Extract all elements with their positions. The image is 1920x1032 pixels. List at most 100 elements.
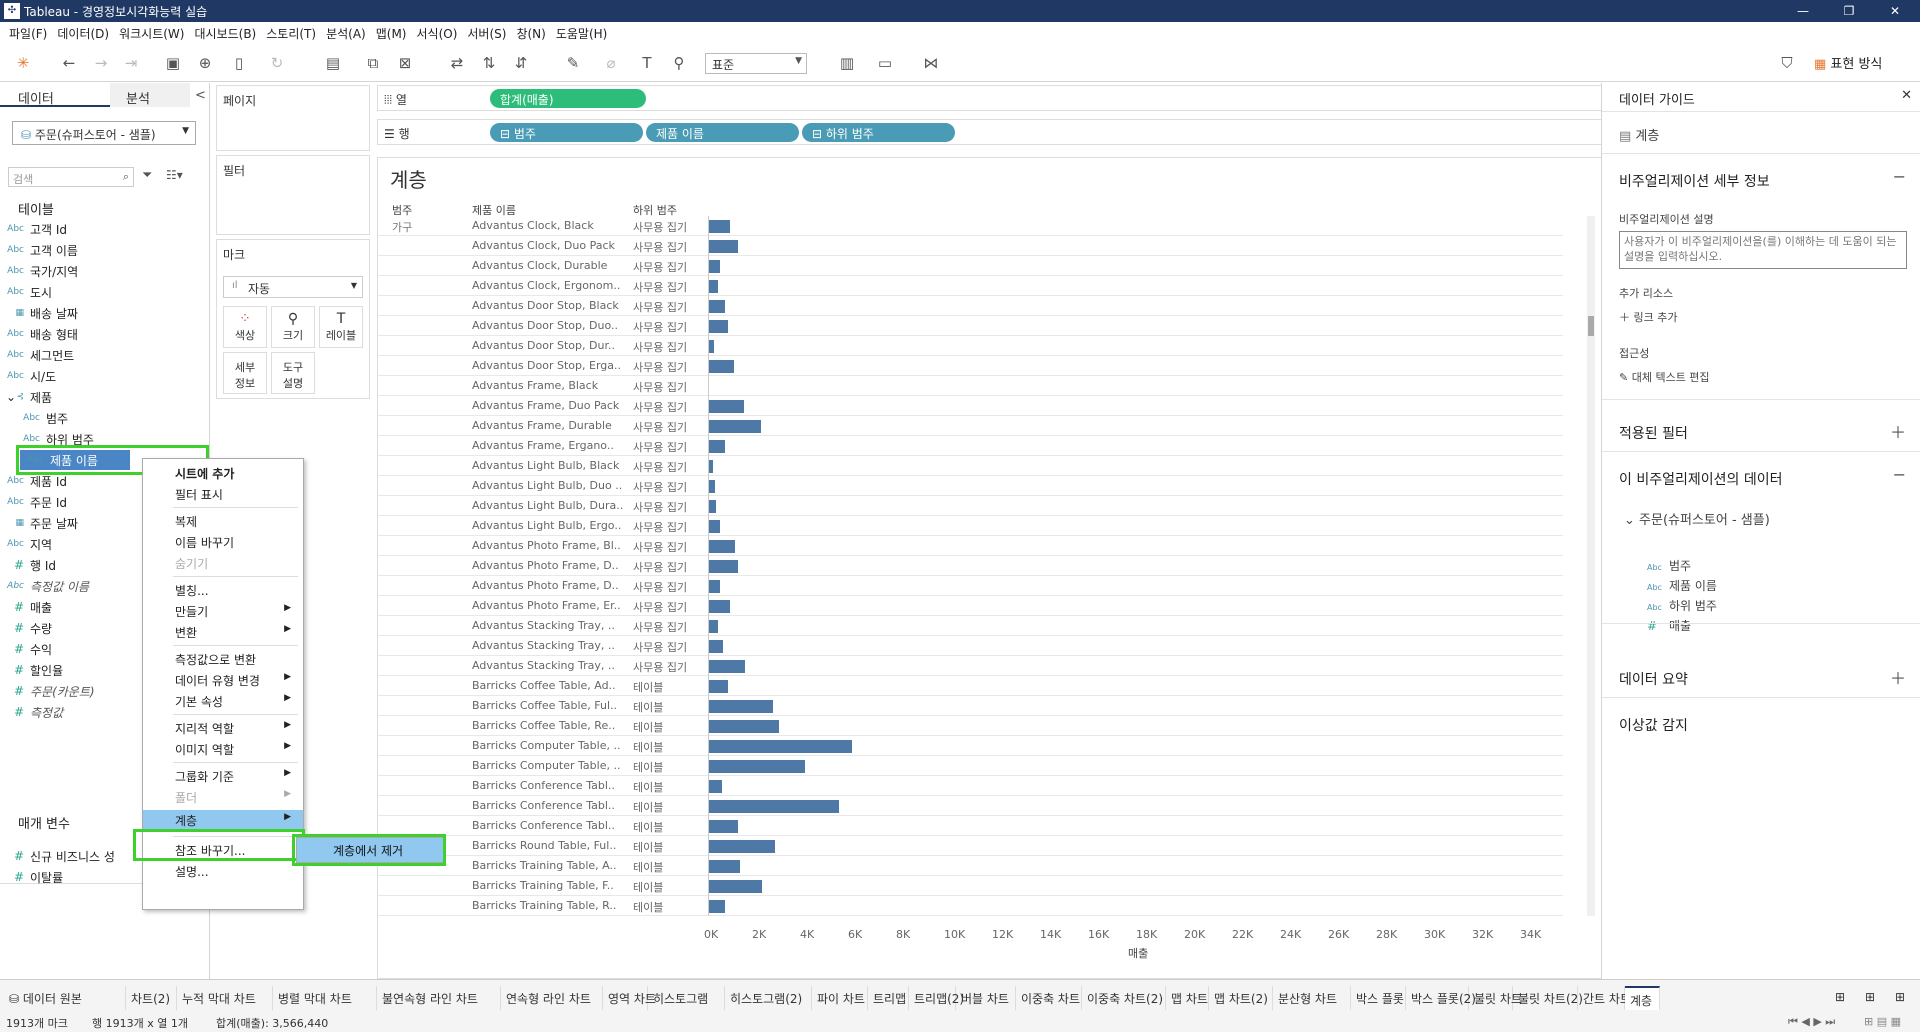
bar[interactable] (708, 560, 738, 573)
bar[interactable] (708, 440, 726, 453)
rows-shelf[interactable]: ☰ 행 ⊟ 범주 제품 이름 ⊟ 하위 범주 (377, 119, 1602, 145)
menu-item[interactable]: 서버(S) (467, 26, 507, 41)
sheet-tab[interactable]: 차트(2) (126, 986, 177, 1010)
sheet-tab[interactable]: 트리맵 (868, 986, 909, 1010)
bar[interactable] (708, 320, 728, 333)
add-link-button[interactable]: ＋ 링크 추가 (1619, 309, 1677, 325)
field-item[interactable]: # 주문(카운트) (0, 681, 200, 701)
sheet-tab[interactable]: 병렬 막대 차트 (273, 986, 377, 1010)
pages-card[interactable]: 페이지 (216, 85, 370, 151)
viz-description-input[interactable]: 사용자가 이 비주얼리제이션을(를) 이해하는 데 도움이 되는 설명을 입력하… (1619, 231, 1907, 269)
show-cards-icon[interactable]: ▥ (839, 54, 855, 72)
new-story-icon[interactable]: ⊞ (1895, 990, 1906, 1004)
context-menu-item[interactable]: 지리적 역할 ▶ (143, 718, 303, 738)
clear-sheet-icon[interactable]: ⊠ (398, 54, 412, 72)
field-item[interactable]: # 매출 (0, 597, 200, 617)
bar[interactable] (708, 260, 720, 273)
bar[interactable] (708, 620, 719, 633)
collapse-icon[interactable]: − (1892, 167, 1906, 186)
collapse-icon[interactable]: − (1892, 465, 1906, 484)
field-item[interactable]: Abc 하위 범주 (16, 429, 216, 449)
field-item[interactable]: # 수익 (0, 639, 200, 659)
sheet-nav-icons[interactable]: ⏮ ◀ ▶ ⏭ (1788, 1015, 1836, 1028)
filters-card[interactable]: 필터 (216, 155, 370, 235)
bar[interactable] (708, 680, 728, 693)
filter-icon[interactable]: ⏷ (142, 168, 153, 183)
bar[interactable] (708, 780, 723, 793)
context-menu-item[interactable]: 폴더 ▶ (143, 787, 303, 807)
bar[interactable] (708, 740, 852, 753)
guide-datasource[interactable]: ⌄ 주문(슈퍼스토어 - 샘플) (1624, 509, 1770, 528)
format-painter-icon[interactable]: ⛉ (1781, 54, 1793, 72)
search-input[interactable]: 검색 ⌕ (8, 167, 134, 187)
field-item[interactable]: # 측정값 (0, 702, 200, 722)
field-item[interactable]: ▦ 주문 날짜 (0, 513, 200, 533)
bar[interactable] (708, 880, 762, 893)
detail-button[interactable]: 세부 정보 (223, 352, 267, 394)
label-button[interactable]: T 레이블 (319, 306, 363, 348)
field-item[interactable]: Abc 도시 (0, 282, 200, 302)
menu-item[interactable]: 대시보드(B) (194, 26, 257, 41)
new-worksheet-icon[interactable]: ⊞ (1835, 990, 1846, 1004)
menu-item[interactable]: 도움말(H) (555, 26, 608, 41)
row-pill-category[interactable]: ⊟ 범주 (490, 123, 643, 142)
field-item[interactable]: Abc 제품 Id (0, 471, 200, 491)
view-options-icon[interactable]: ☷▾ (166, 168, 183, 182)
menu-item[interactable]: 창(N) (516, 26, 546, 41)
bar[interactable] (708, 520, 720, 533)
field-item[interactable]: Abc 주문 Id (0, 492, 200, 512)
vertical-scrollbar[interactable] (1587, 216, 1595, 916)
sheet-tab[interactable]: 계층 (1625, 986, 1660, 1010)
tab-data[interactable]: 데이터 (0, 83, 110, 107)
undo-icon[interactable]: ← (62, 54, 76, 72)
fit-select[interactable]: 표준 ▼ (705, 53, 807, 74)
expand-icon[interactable]: ＋ (1889, 669, 1906, 688)
field-item[interactable]: Abc 배송 형태 (0, 324, 200, 344)
bar[interactable] (708, 340, 715, 353)
bar[interactable] (708, 500, 716, 513)
close-window-button[interactable]: ✕ (1889, 4, 1901, 18)
menu-item[interactable]: 데이터(D) (57, 26, 110, 41)
sheet-tab[interactable]: 불연속형 라인 차트 (377, 986, 501, 1010)
bar[interactable] (708, 480, 716, 493)
tooltip-button[interactable]: 도구 설명 (271, 352, 315, 394)
menu-item-remove-from-hierarchy[interactable]: 계층에서 제거 (296, 837, 444, 863)
sheet-tab[interactable]: 이중축 차트 (1016, 986, 1082, 1010)
field-item[interactable]: # 행 Id (0, 555, 200, 575)
param-item[interactable]: # 신규 비즈니스 성 (0, 846, 200, 866)
sheet-tab[interactable]: 연속형 라인 차트 (501, 986, 603, 1010)
sheet-tab[interactable]: 누적 막대 차트 (177, 986, 273, 1010)
sheet-tab[interactable]: 분산형 차트 (1273, 986, 1351, 1010)
datasource-select[interactable]: ⛁ 주문(슈퍼스토어 - 샘플) ▼ (12, 121, 196, 145)
context-menu-item[interactable]: 시트에 추가 (143, 463, 303, 483)
bar[interactable] (708, 660, 746, 673)
alt-text-button[interactable]: ✎ 대체 텍스트 편집 (1619, 369, 1710, 385)
sheet-tab[interactable]: 간트 차트 (1578, 986, 1631, 1010)
refresh-icon[interactable]: ↻ (270, 54, 284, 72)
context-menu-item[interactable]: 데이터 유형 변경 ▶ (143, 670, 303, 690)
share-icon[interactable]: ⋈ (923, 54, 939, 72)
color-button[interactable]: ⁘ 색상 (223, 306, 267, 348)
context-menu-item[interactable]: 필터 표시 (143, 484, 303, 504)
sheet-tab[interactable]: ⛁ 데이터 원본 (4, 986, 126, 1010)
menu-item[interactable]: 스토리(T) (266, 26, 317, 41)
bar[interactable] (708, 400, 744, 413)
field-item[interactable]: Abc 제품 이름 (20, 450, 130, 470)
redo-icon[interactable]: → (94, 54, 108, 72)
swap-icon[interactable]: ⇄ (450, 54, 464, 72)
collapse-pane-icon[interactable]: < (195, 88, 206, 103)
sort-asc-icon[interactable]: ⇅ (482, 54, 496, 72)
presentation-icon[interactable]: ▭ (877, 54, 893, 72)
context-menu-item[interactable]: 변환 ▶ (143, 622, 303, 642)
field-item[interactable]: ⌄ ⊰ 제품 (0, 387, 200, 407)
sheet-tab[interactable]: 히스토그램(2) (725, 986, 812, 1010)
menu-item[interactable]: 파일(F) (9, 26, 48, 41)
size-button[interactable]: ⚲ 크기 (271, 306, 315, 348)
bar[interactable] (708, 240, 738, 253)
field-item[interactable]: # 수량 (0, 618, 200, 638)
sheet-tab[interactable]: 맵 차트(2) (1209, 986, 1273, 1010)
menu-item[interactable]: 서식(O) (416, 26, 458, 41)
sheet-tab[interactable]: 영역 차트 (603, 986, 656, 1010)
bar[interactable] (708, 640, 723, 653)
field-item[interactable]: Abc 측정값 이름 (0, 576, 200, 596)
